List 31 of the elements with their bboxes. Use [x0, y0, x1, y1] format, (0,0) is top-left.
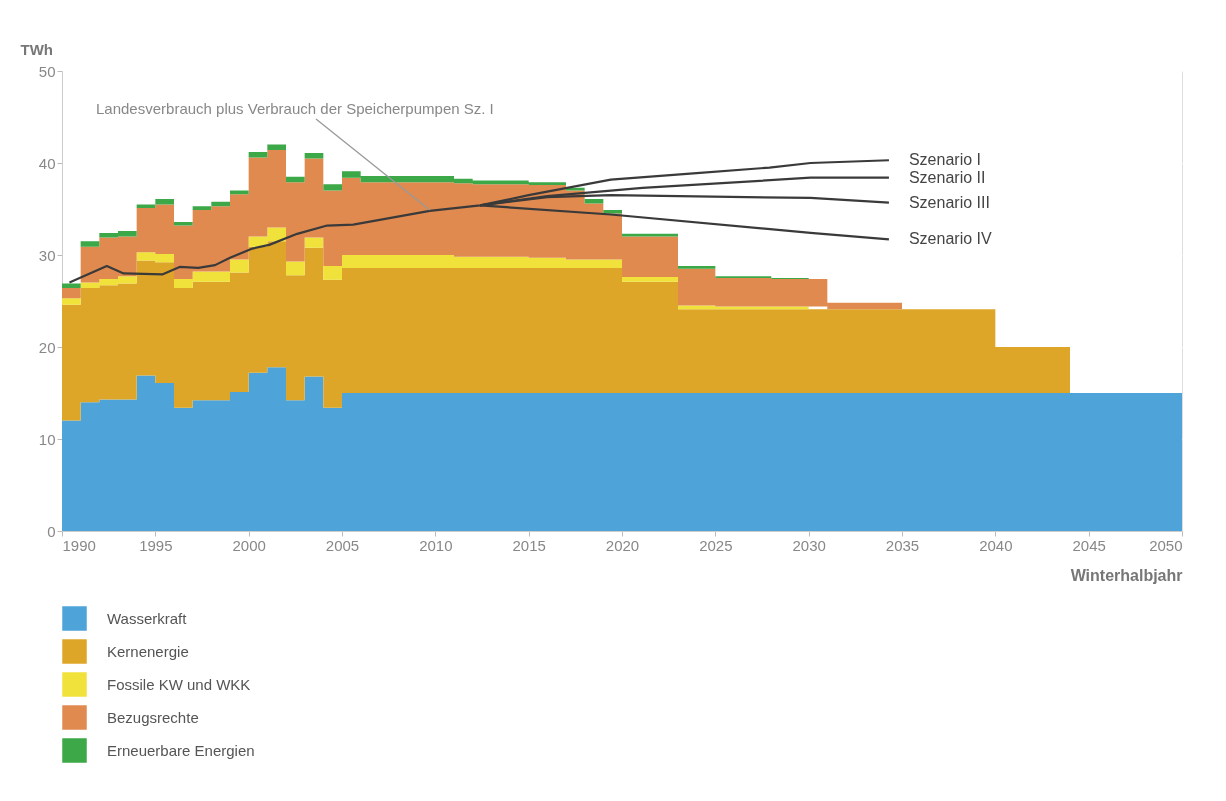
series-label: Szenario III: [908, 193, 990, 211]
y-tick-label: 20: [38, 338, 56, 356]
legend-label: Erneuerbare Energien: [107, 741, 255, 759]
series-label: Szenario I: [908, 151, 981, 169]
x-tick-label: 2035: [885, 536, 920, 554]
x-tick-label: 2000: [232, 536, 266, 554]
legend-label: Bezugsrechte: [107, 708, 199, 726]
x-tick-label: 2025: [699, 536, 733, 554]
y-tick-label: 40: [38, 154, 56, 172]
y-tick-label: 0: [47, 522, 56, 540]
annotation: Landesverbrauch plus Verbrauch der Speicherpumpen Sz. I: [96, 100, 494, 117]
series-label: Szenario II: [908, 168, 986, 186]
x-tick-label: 2005: [325, 536, 360, 554]
x-tick-label: 2015: [512, 536, 546, 554]
y-tick-label: 50: [38, 62, 56, 80]
series-label: Szenario IV: [908, 230, 992, 248]
x-tick-label: 2030: [792, 536, 826, 554]
legend-label: Wasserkraft: [107, 609, 188, 627]
y-axis-title: TWh: [20, 40, 53, 58]
x-tick-label: 1990: [62, 536, 96, 554]
x-tick-label: 2040: [979, 536, 1013, 554]
x-tick-label: 2050: [1149, 536, 1183, 554]
legend-label: Kernenergie: [107, 642, 189, 660]
x-axis-title: Winterhalbjahr: [1070, 566, 1183, 584]
y-tick-label: 10: [38, 430, 56, 448]
x-tick-label: 2045: [1072, 536, 1106, 554]
x-tick-label: 2010: [419, 536, 453, 554]
legend-label: Fossile KW und WKK: [107, 675, 251, 693]
x-tick-label: 1995: [139, 536, 173, 554]
y-tick-label: 30: [38, 246, 56, 264]
x-tick-label: 2020: [605, 536, 640, 554]
